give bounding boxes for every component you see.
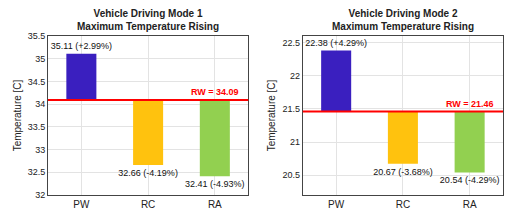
svg-text:PW: PW [328,199,345,210]
svg-text:PW: PW [73,199,90,210]
svg-text:RW = 21.46: RW = 21.46 [446,99,494,109]
svg-text:20.5: 20.5 [282,170,300,180]
svg-text:RW = 34.09: RW = 34.09 [191,87,239,97]
svg-text:RC: RC [396,199,410,210]
svg-text:32.41 (-4.93%): 32.41 (-4.93%) [185,179,245,189]
svg-text:22: 22 [290,71,300,81]
svg-text:32.66 (-4.19%): 32.66 (-4.19%) [118,168,178,178]
svg-text:Temperature [C]: Temperature [C] [266,79,277,151]
svg-text:Temperature [C]: Temperature [C] [12,79,23,151]
svg-text:RA: RA [463,199,477,210]
svg-text:21.5: 21.5 [282,104,300,114]
svg-text:35.11 (+2.99%): 35.11 (+2.99%) [51,41,112,51]
svg-text:34.5: 34.5 [28,77,46,87]
svg-text:33: 33 [35,145,45,155]
svg-text:35.5: 35.5 [28,31,46,41]
svg-text:21: 21 [290,137,300,147]
svg-text:Vehicle Driving Mode 2Maximum: Vehicle Driving Mode 2Maximum Temperatur… [332,8,474,32]
svg-text:22.5: 22.5 [282,38,300,48]
svg-text:33.5: 33.5 [28,122,46,132]
svg-text:RC: RC [141,199,155,210]
svg-text:32.5: 32.5 [28,167,46,177]
svg-text:Vehicle Driving Mode 1Maximum: Vehicle Driving Mode 1Maximum Temperatur… [77,8,219,32]
svg-text:20.67 (-3.68%): 20.67 (-3.68%) [373,167,433,177]
svg-text:34: 34 [35,99,45,109]
svg-text:35: 35 [35,54,45,64]
svg-text:22.38 (+4.29%): 22.38 (+4.29%) [305,38,367,48]
svg-text:32: 32 [35,190,45,200]
svg-text:20.54 (-4.29%): 20.54 (-4.29%) [440,175,500,185]
svg-text:RA: RA [208,199,222,210]
